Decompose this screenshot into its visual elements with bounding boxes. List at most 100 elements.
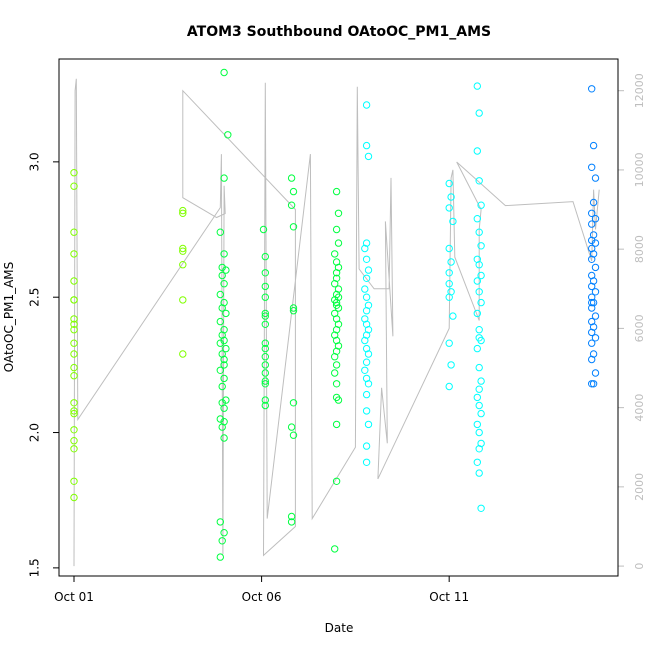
data-point <box>331 353 339 361</box>
data-point <box>473 309 481 318</box>
data-point <box>473 393 481 402</box>
data-point <box>287 174 296 182</box>
data-point <box>473 344 481 353</box>
data-point <box>589 198 598 207</box>
data-point <box>70 437 78 445</box>
data-point <box>588 220 596 228</box>
data-point <box>364 380 373 388</box>
data-point <box>588 163 596 172</box>
y2-tick-label: 10000 <box>633 152 646 187</box>
data-point <box>332 187 341 196</box>
data-point <box>220 250 228 258</box>
data-point <box>588 304 596 312</box>
data-point <box>220 404 228 412</box>
data-point <box>362 390 371 399</box>
data-point <box>259 225 268 234</box>
y2-tick-label: 0 <box>633 563 646 570</box>
data-point <box>289 187 298 196</box>
chart-title: ATOM3 Southbound OAtoOC_PM1_AMS <box>187 24 491 40</box>
data-point <box>334 209 343 218</box>
data-point <box>261 269 269 277</box>
data-point <box>475 363 483 372</box>
data-point <box>588 255 596 263</box>
data-point <box>70 277 78 285</box>
data-point <box>334 396 343 404</box>
data-point <box>473 215 481 223</box>
data-point <box>70 315 78 323</box>
data-point <box>445 280 453 288</box>
data-point <box>591 288 600 296</box>
data-point <box>261 312 269 320</box>
data-point <box>591 174 600 182</box>
data-point <box>261 401 269 410</box>
data-point <box>473 458 481 466</box>
x-tick-label: Oct 06 <box>242 590 282 604</box>
y2-tick-label: 6000 <box>633 314 646 342</box>
data-point <box>287 512 296 521</box>
data-point <box>287 423 296 431</box>
y-tick-label: 3.0 <box>28 152 42 171</box>
data-point <box>362 307 371 315</box>
data-point <box>331 369 339 377</box>
data-point <box>588 282 596 291</box>
altitude-trace-line <box>73 78 600 567</box>
data-point <box>70 399 78 407</box>
data-point <box>332 477 341 485</box>
data-points-layer <box>70 68 600 561</box>
data-point <box>331 545 339 553</box>
data-point <box>261 344 269 353</box>
data-point <box>287 201 296 209</box>
data-point <box>218 382 226 391</box>
data-point <box>445 269 453 277</box>
x-axis-label: Date <box>325 621 354 635</box>
data-point <box>362 101 371 109</box>
data-point <box>289 399 298 407</box>
data-point <box>222 309 230 318</box>
data-point <box>70 407 78 415</box>
data-point <box>477 377 485 385</box>
data-point <box>475 428 483 437</box>
data-point <box>445 382 453 391</box>
data-point <box>477 504 485 512</box>
data-point <box>332 420 341 429</box>
data-point <box>362 458 371 466</box>
data-point <box>70 445 78 453</box>
data-point <box>216 290 225 299</box>
data-point <box>364 350 373 358</box>
data-point <box>332 380 341 388</box>
data-point <box>445 204 453 212</box>
data-point <box>70 363 78 372</box>
data-point <box>361 315 369 323</box>
data-point <box>179 296 187 304</box>
data-point <box>70 477 78 485</box>
data-point <box>261 353 269 361</box>
data-point <box>220 374 228 383</box>
x-tick-label: Oct 01 <box>54 590 94 604</box>
data-point <box>473 147 481 155</box>
y2-tick-label: 8000 <box>633 235 646 263</box>
data-point <box>179 261 187 269</box>
data-point <box>588 339 596 347</box>
data-point <box>224 131 232 139</box>
data-point <box>216 228 225 236</box>
data-point <box>588 380 596 388</box>
data-point <box>364 420 373 429</box>
data-point <box>179 350 187 358</box>
data-point <box>589 141 598 150</box>
data-point <box>70 250 78 258</box>
data-point <box>447 361 455 369</box>
data-point <box>362 331 371 339</box>
data-point <box>70 350 78 358</box>
data-point <box>445 179 453 188</box>
data-point <box>588 355 596 364</box>
data-point <box>70 296 78 304</box>
data-point <box>216 518 225 526</box>
data-point <box>179 206 187 215</box>
data-point <box>218 537 226 545</box>
data-point <box>216 317 225 326</box>
data-point <box>364 266 373 274</box>
data-point <box>261 282 269 291</box>
data-point <box>475 228 483 236</box>
x-tick-label: Oct 11 <box>429 590 469 604</box>
y2-tick-label: 4000 <box>633 394 646 422</box>
